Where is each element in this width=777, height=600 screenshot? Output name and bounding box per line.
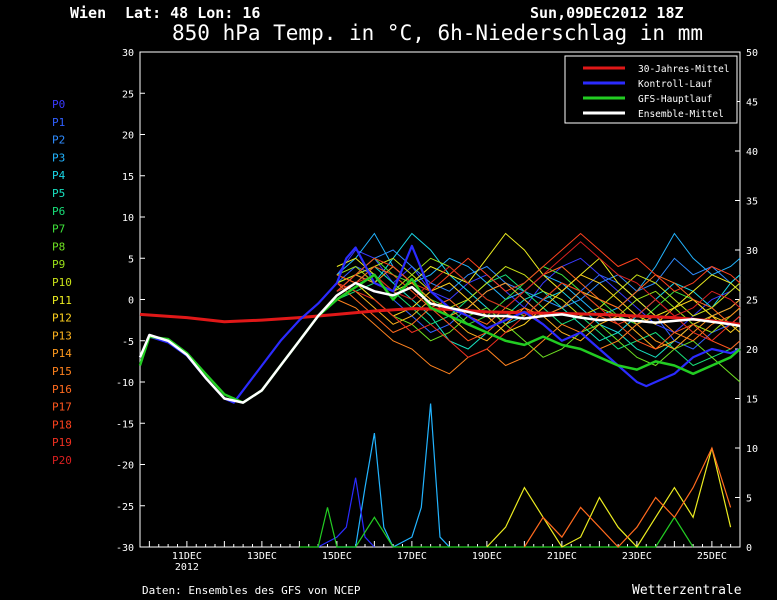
- right-tick-label: 10: [746, 444, 758, 455]
- member-line: [336, 249, 741, 334]
- chart-title: 850 hPa Temp. in °C, 6h-Niederschlag in …: [172, 21, 703, 45]
- precip-line: [317, 477, 375, 548]
- left-tick-label: -10: [116, 378, 134, 389]
- right-tick-label: 0: [746, 543, 752, 554]
- member-label: P10: [52, 276, 72, 289]
- legend: 30-Jahres-Mittel Kontroll-Lauf GFS-Hauptla…: [564, 55, 738, 124]
- left-tick-label: -5: [122, 337, 134, 348]
- member-label: P3: [52, 151, 65, 164]
- precip-line: [486, 447, 732, 548]
- header-run: Sun,09DEC2012 18Z: [530, 4, 684, 22]
- plot-area: [138, 232, 741, 548]
- member-line: [336, 274, 741, 334]
- member-label: P2: [52, 134, 65, 147]
- member-label: P9: [52, 258, 65, 271]
- right-tick-label: 25: [746, 296, 758, 307]
- left-tick-label: 25: [122, 89, 134, 100]
- right-tick-label: 15: [746, 395, 758, 406]
- right-tick-label: 30: [746, 246, 758, 257]
- header-coords: Lat: 48 Lon: 16: [125, 4, 260, 22]
- member-list: P0 P1 P2 P3 P4 P5 P6 P7 P8 P9 P10 P11 P12 P13 P14 P15 P1…: [52, 98, 72, 467]
- member-label: P5: [52, 187, 65, 200]
- member-label: P14: [52, 347, 72, 360]
- member-label: P19: [52, 436, 72, 449]
- right-tick-label: 5: [746, 494, 752, 505]
- member-line: [336, 241, 741, 317]
- legend-label: Kontroll-Lauf: [638, 79, 712, 90]
- legend-label: GFS-Hauptlauf: [638, 94, 712, 105]
- main-series-line: [138, 273, 741, 404]
- x-tick-label: 19DEC: [472, 551, 502, 562]
- left-tick-label: -25: [116, 502, 134, 513]
- member-label: P18: [52, 418, 72, 431]
- main-series-line: [138, 244, 741, 404]
- member-label: P17: [52, 401, 72, 414]
- main-temperature-lines: [138, 244, 741, 404]
- x-tick-label: 15DEC: [322, 551, 352, 562]
- main-series-line: [139, 307, 741, 326]
- precipitation-lines: [299, 403, 732, 548]
- legend-label: 30-Jahres-Mittel: [638, 64, 730, 75]
- left-tick-label: -20: [116, 461, 134, 472]
- legend-label: Ensemble-Mittel: [638, 109, 724, 120]
- member-label: P15: [52, 365, 72, 378]
- x-tick-label: 21DEC: [547, 551, 577, 562]
- right-tick-label: 20: [746, 345, 758, 356]
- left-tick-label: 30: [122, 48, 134, 59]
- precip-line: [523, 446, 732, 548]
- left-tick-label: 20: [122, 131, 134, 142]
- member-label: P1: [52, 116, 65, 129]
- header-location: Wien: [70, 4, 106, 22]
- x-year-label: 2012: [175, 562, 199, 573]
- member-line: [336, 232, 741, 292]
- member-label: P0: [52, 98, 65, 111]
- member-label: P13: [52, 329, 72, 342]
- left-y-axis: 30 25 20 15 10 5 0 -5 -10 -15 -20 -25 -30: [116, 48, 145, 554]
- left-tick-label: 10: [122, 213, 134, 224]
- x-tick-label: 11DEC: [172, 551, 202, 562]
- member-label: P8: [52, 240, 65, 253]
- left-tick-label: 5: [128, 254, 134, 265]
- member-line: [336, 299, 741, 375]
- member-label: P12: [52, 312, 72, 325]
- precip-line: [299, 507, 694, 548]
- left-tick-label: 0: [128, 296, 134, 307]
- right-tick-label: 35: [746, 197, 758, 208]
- member-label: P6: [52, 205, 65, 218]
- left-tick-label: -15: [116, 419, 134, 430]
- member-label: P7: [52, 223, 65, 236]
- footer-brand: Wetterzentrale: [632, 583, 742, 598]
- member-line: [336, 282, 741, 383]
- right-tick-label: 50: [746, 48, 758, 59]
- member-label: P4: [52, 169, 66, 182]
- member-label: P11: [52, 294, 72, 307]
- x-tick-label: 25DEC: [697, 551, 727, 562]
- member-label: P20: [52, 454, 72, 467]
- x-tick-label: 23DEC: [622, 551, 652, 562]
- left-tick-label: -30: [116, 543, 134, 554]
- right-tick-label: 45: [746, 98, 758, 109]
- left-tick-label: 15: [122, 172, 134, 183]
- main-series-line: [138, 281, 741, 404]
- x-tick-label: 13DEC: [247, 551, 277, 562]
- member-label: P16: [52, 383, 72, 396]
- footer-source: Daten: Ensembles des GFS von NCEP: [142, 584, 361, 597]
- right-tick-label: 40: [746, 147, 758, 158]
- x-tick-label: 17DEC: [397, 551, 427, 562]
